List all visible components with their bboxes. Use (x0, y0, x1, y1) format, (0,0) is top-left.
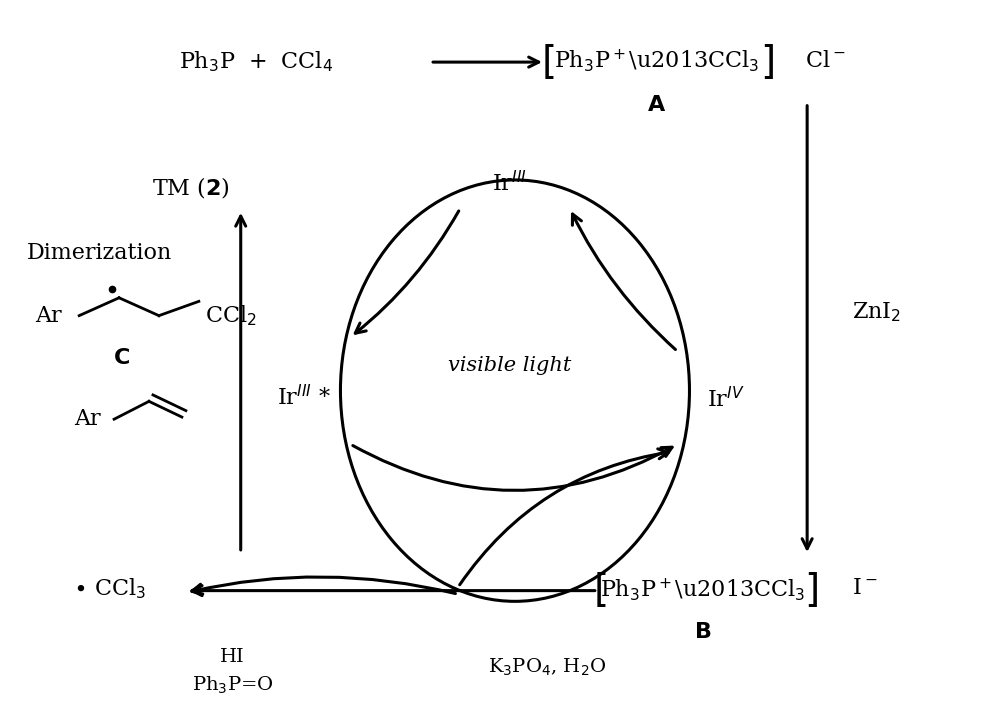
Text: $\mathbf{B}$: $\mathbf{B}$ (694, 621, 711, 643)
Text: I$^-$: I$^-$ (852, 576, 878, 599)
Text: Ir$^{III}$: Ir$^{III}$ (492, 171, 527, 196)
Text: Ir$^{III}$ *: Ir$^{III}$ * (277, 385, 330, 410)
Text: CCl$_2$: CCl$_2$ (205, 303, 257, 328)
Text: Dimerization: Dimerization (26, 242, 172, 264)
Text: $\mathbf{C}$: $\mathbf{C}$ (113, 348, 130, 369)
Text: $\mathbf{A}$: $\mathbf{A}$ (647, 94, 666, 116)
Text: Ir$^{IV}$: Ir$^{IV}$ (707, 387, 744, 412)
Text: Ar: Ar (35, 305, 62, 327)
Text: Ph$_3$P  +  CCl$_4$: Ph$_3$P + CCl$_4$ (179, 49, 333, 75)
Text: $[$: $[$ (541, 42, 555, 82)
Text: K$_3$PO$_4$, H$_2$O: K$_3$PO$_4$, H$_2$O (488, 656, 606, 678)
Text: TM ($\mathbf{2}$): TM ($\mathbf{2}$) (152, 174, 230, 199)
Text: $]$: $]$ (760, 42, 774, 82)
Text: Ph$_3$P$^+$\u2013CCl$_3$: Ph$_3$P$^+$\u2013CCl$_3$ (554, 47, 759, 74)
Text: Ph$_3$P$^+$\u2013CCl$_3$: Ph$_3$P$^+$\u2013CCl$_3$ (600, 576, 805, 603)
Text: $]$: $]$ (804, 571, 818, 610)
Text: Ph$_3$P=O: Ph$_3$P=O (192, 675, 274, 696)
Text: visible light: visible light (448, 356, 572, 375)
Text: Cl$^-$: Cl$^-$ (805, 49, 845, 72)
Text: ZnI$_2$: ZnI$_2$ (852, 300, 901, 324)
Text: Ar: Ar (74, 408, 100, 430)
Text: HI: HI (220, 648, 245, 666)
Text: $[$: $[$ (593, 571, 606, 610)
Text: $\bullet$ CCl$_3$: $\bullet$ CCl$_3$ (73, 576, 146, 601)
